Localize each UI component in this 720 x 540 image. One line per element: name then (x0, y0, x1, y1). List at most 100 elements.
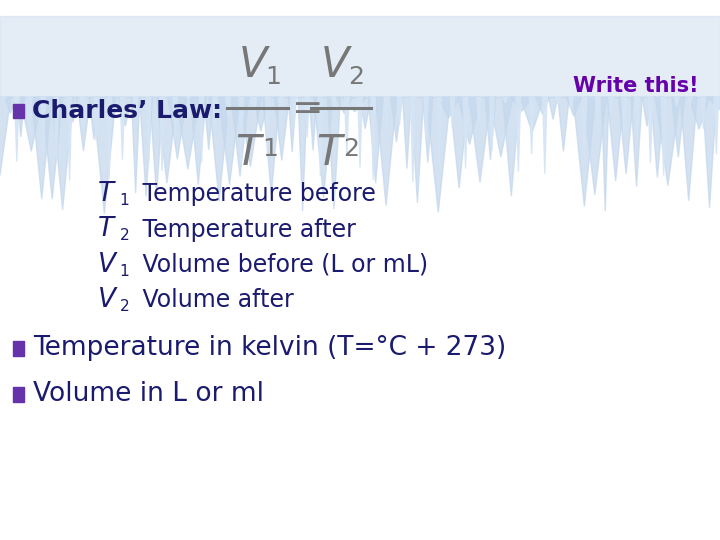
Polygon shape (558, 97, 570, 151)
Polygon shape (209, 97, 230, 201)
Polygon shape (199, 97, 204, 163)
Polygon shape (140, 97, 153, 197)
Polygon shape (288, 97, 296, 152)
Polygon shape (384, 97, 389, 132)
Text: $=$: $=$ (284, 89, 321, 125)
Polygon shape (358, 97, 362, 167)
Polygon shape (651, 97, 664, 178)
Text: Temperature in kelvin (T=°C + 273): Temperature in kelvin (T=°C + 273) (33, 335, 506, 361)
Polygon shape (14, 97, 19, 162)
Polygon shape (477, 97, 481, 124)
Polygon shape (328, 97, 341, 209)
Text: Write this!: Write this! (573, 76, 698, 97)
Polygon shape (204, 97, 213, 150)
Polygon shape (437, 97, 441, 164)
Polygon shape (253, 97, 269, 131)
Text: Volume after: Volume after (135, 288, 293, 312)
Text: $\mathit{V}$: $\mathit{V}$ (97, 287, 119, 313)
Polygon shape (426, 97, 451, 212)
Polygon shape (549, 97, 558, 119)
Polygon shape (173, 97, 177, 141)
Polygon shape (0, 97, 11, 176)
Polygon shape (569, 97, 573, 108)
Polygon shape (375, 97, 397, 205)
Polygon shape (239, 97, 243, 163)
Polygon shape (156, 97, 177, 183)
Polygon shape (701, 97, 706, 129)
Polygon shape (32, 97, 52, 199)
Polygon shape (309, 97, 317, 150)
Polygon shape (176, 97, 199, 170)
Polygon shape (132, 97, 140, 193)
Polygon shape (464, 97, 468, 168)
Polygon shape (556, 97, 560, 104)
Polygon shape (642, 97, 652, 126)
Polygon shape (595, 97, 600, 126)
Polygon shape (458, 97, 482, 144)
Polygon shape (119, 97, 132, 126)
Polygon shape (391, 97, 402, 142)
Polygon shape (411, 97, 423, 203)
Polygon shape (707, 97, 720, 110)
Polygon shape (601, 97, 609, 211)
Text: $\mathit{T}$: $\mathit{T}$ (97, 181, 117, 207)
Text: $\mathit{V}$: $\mathit{V}$ (97, 252, 119, 278)
Polygon shape (226, 97, 230, 118)
Polygon shape (423, 97, 433, 163)
Polygon shape (510, 97, 533, 111)
Polygon shape (450, 97, 454, 128)
Polygon shape (622, 97, 626, 136)
Polygon shape (703, 97, 716, 208)
Polygon shape (186, 97, 191, 98)
Polygon shape (298, 97, 307, 211)
Polygon shape (168, 97, 187, 159)
Polygon shape (89, 97, 99, 139)
Text: $\mathit{1}$: $\mathit{1}$ (265, 65, 281, 89)
Polygon shape (1, 97, 6, 100)
Polygon shape (219, 97, 240, 185)
Polygon shape (41, 97, 45, 158)
Polygon shape (133, 97, 138, 105)
Polygon shape (318, 97, 323, 176)
Polygon shape (150, 97, 163, 196)
Polygon shape (160, 97, 164, 171)
Polygon shape (368, 97, 383, 183)
Polygon shape (231, 97, 249, 177)
Polygon shape (68, 97, 77, 123)
Polygon shape (42, 97, 63, 199)
Polygon shape (343, 97, 367, 112)
Polygon shape (279, 97, 283, 129)
Polygon shape (331, 97, 336, 111)
Bar (13, 341, 24, 356)
Polygon shape (618, 97, 634, 174)
Polygon shape (485, 97, 496, 160)
Polygon shape (608, 97, 613, 113)
Text: Temperature after: Temperature after (135, 218, 356, 241)
Polygon shape (314, 97, 333, 198)
Polygon shape (76, 97, 91, 151)
Polygon shape (17, 97, 24, 137)
Text: Volume before (L or mL): Volume before (L or mL) (135, 253, 428, 276)
Polygon shape (469, 97, 491, 183)
Polygon shape (543, 97, 547, 174)
Polygon shape (529, 97, 534, 154)
Polygon shape (582, 97, 587, 161)
Polygon shape (449, 97, 469, 188)
Polygon shape (371, 97, 375, 180)
Polygon shape (190, 97, 207, 185)
Polygon shape (359, 97, 371, 129)
Text: $\mathit{2}$: $\mathit{2}$ (343, 137, 359, 160)
Polygon shape (607, 97, 624, 181)
Polygon shape (147, 97, 151, 163)
Polygon shape (490, 97, 494, 150)
Text: Volume in L or ml: Volume in L or ml (33, 381, 264, 407)
Text: Charles’ Law:: Charles’ Law: (32, 99, 222, 123)
Polygon shape (567, 97, 582, 117)
Polygon shape (105, 97, 125, 111)
Polygon shape (583, 97, 606, 195)
Polygon shape (240, 97, 261, 167)
Polygon shape (489, 97, 513, 157)
Polygon shape (52, 97, 73, 210)
Text: $\mathit{2}$: $\mathit{2}$ (119, 227, 129, 244)
Polygon shape (68, 97, 72, 180)
